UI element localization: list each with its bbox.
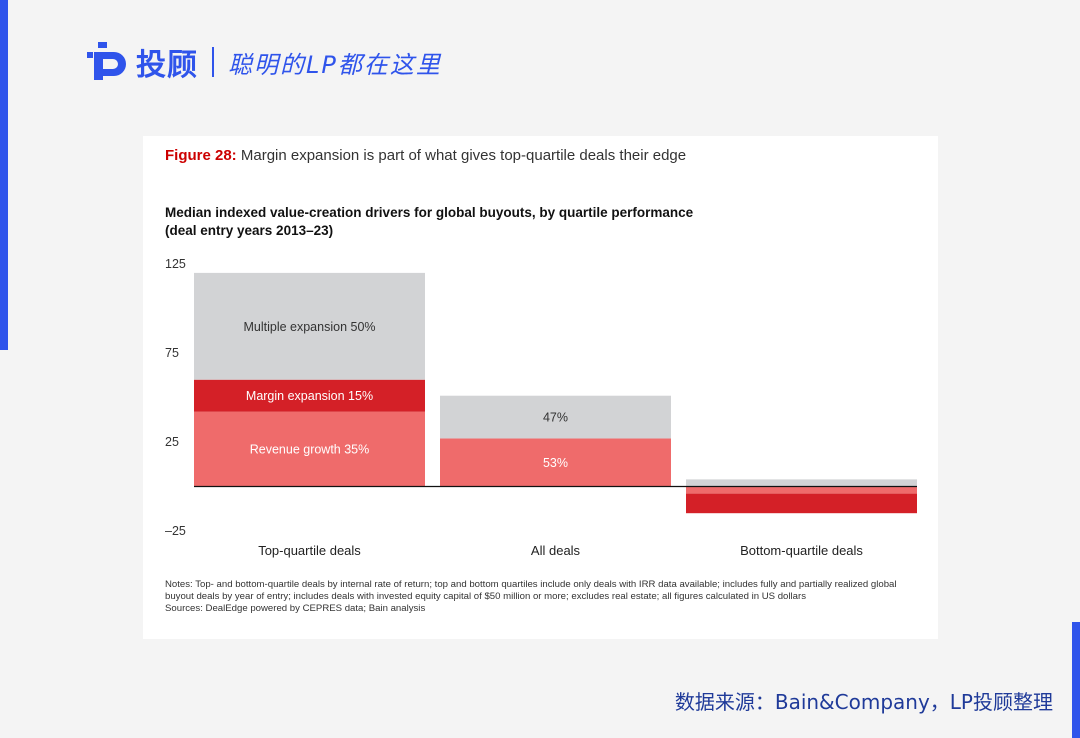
- x-category-label: Top-quartile deals: [258, 543, 361, 558]
- brand-divider: [212, 47, 214, 77]
- notes-block: Notes: Top- and bottom-quartile deals by…: [165, 579, 915, 615]
- sources-text: Sources: DealEdge powered by CEPRES data…: [165, 603, 426, 614]
- bar-segment-revenue: [440, 438, 671, 487]
- x-category-label: Bottom-quartile deals: [740, 543, 863, 558]
- data-label: Multiple expansion 50%: [243, 320, 375, 334]
- bar-segment-revenue: [686, 486, 917, 494]
- figure-label: Figure 28:: [165, 147, 237, 164]
- x-category-label: All deals: [531, 543, 581, 558]
- brand-header: 投顾 聪明的LP都在这里: [86, 40, 442, 84]
- chart-title-block: Median indexed value-creation drivers fo…: [165, 204, 865, 240]
- brand-name: 投顾: [136, 48, 198, 83]
- y-tick-label: 125: [165, 257, 186, 271]
- bar-segment-revenue: [194, 411, 425, 487]
- brand-logo-icon: [87, 42, 126, 80]
- data-label: 53%: [543, 456, 568, 470]
- chart-title: Median indexed value-creation drivers fo…: [165, 205, 694, 220]
- figure-title: Figure 28: Margin expansion is part of w…: [165, 147, 686, 164]
- y-tick-label: 25: [165, 435, 179, 449]
- bar-segment-margin: [194, 379, 425, 412]
- bar-segment-margin: [686, 493, 917, 514]
- data-label: Margin expansion 15%: [246, 389, 373, 403]
- chart-subtitle: (deal entry years 2013–23): [165, 223, 334, 238]
- y-tick-label: –25: [165, 524, 186, 538]
- figure-card: Figure 28: Margin expansion is part of w…: [143, 136, 938, 639]
- data-label: 47%: [543, 411, 568, 425]
- notes-text: Notes: Top- and bottom-quartile deals by…: [165, 579, 897, 602]
- figure-caption: Margin expansion is part of what gives t…: [240, 147, 687, 164]
- bar-segment-multiple: [194, 272, 425, 380]
- y-tick-label: 75: [165, 346, 179, 360]
- bar-segment-multiple: [686, 479, 917, 487]
- bar-segment-multiple: [440, 395, 671, 439]
- chart: 125 75 25 –25 Revenue growth 35% Margin expan…: [165, 257, 917, 558]
- data-label: Revenue growth 35%: [250, 443, 370, 457]
- brand-slogan: 聪明的LP都在这里: [228, 50, 442, 79]
- source-credit: 数据来源：Bain&Company，LP投顾整理: [674, 690, 1053, 714]
- right-accent-bar: [1072, 622, 1080, 738]
- left-accent-bar: [0, 0, 8, 350]
